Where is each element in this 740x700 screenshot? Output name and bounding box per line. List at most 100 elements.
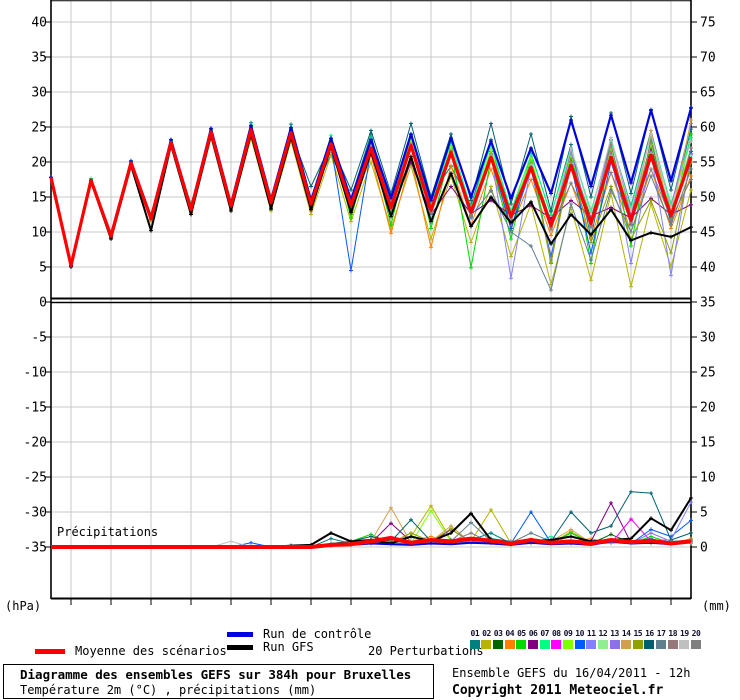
perturbation-number: 08 [551, 629, 561, 638]
right-axis-tick-label: 55 [700, 156, 716, 171]
perturbation-key-item: 12 [597, 629, 609, 649]
perturbation-color-swatch [656, 640, 667, 649]
perturbation-number: 15 [633, 629, 643, 638]
left-axis-tick-label: 30 [31, 86, 47, 101]
perturbation-key-item: 02 [481, 629, 493, 649]
perturbations-color-key: 01 02 03 04 05 06 07 08 09 10 11 12 13 14 15 16 17 18 19 20 [469, 629, 702, 649]
perturbation-color-swatch [469, 640, 480, 649]
perturbation-number: 05 [517, 629, 526, 638]
perturbation-number: 06 [528, 629, 538, 638]
ensemble-plot-svg: 4035302520151050-5-10-15-20-25-30-357570… [24, 0, 716, 605]
right-axis-tick-label: 0 [700, 541, 708, 556]
perturbation-color-swatch [597, 640, 608, 649]
perturbation-key-item: 04 [504, 629, 516, 649]
perturbation-number: 10 [575, 629, 584, 638]
perturbation-key-item: 11 [585, 629, 597, 649]
left-axis-tick-label: 40 [31, 16, 47, 31]
control-legend-label: Run de contrôle [263, 627, 372, 641]
perturbation-color-swatch [679, 640, 690, 649]
mean-legend-label: Moyenne des scénarios [75, 644, 227, 658]
right-axis-tick-label: 5 [700, 506, 708, 521]
perturbation-number: 11 [586, 629, 596, 638]
perturbation-color-swatch [632, 640, 643, 649]
perturbation-color-swatch [539, 640, 550, 649]
perturbation-number: 13 [610, 629, 619, 638]
left-axis-tick-label: 10 [31, 226, 47, 241]
perturbation-color-swatch [528, 640, 539, 649]
perturbation-key-item: 08 [550, 629, 562, 649]
perturbation-key-item: 10 [574, 629, 586, 649]
perturbation-key-item: 16 [644, 629, 656, 649]
perturbation-key-item: 01 [469, 629, 481, 649]
perturbation-number: 07 [540, 629, 549, 638]
right-axis-tick-label: 50 [700, 191, 716, 206]
perturbation-color-swatch [481, 640, 492, 649]
right-axis-tick-label: 45 [700, 226, 716, 241]
perturbation-color-swatch [667, 640, 678, 649]
perturbation-number: 14 [621, 629, 631, 638]
right-axis-tick-label: 65 [700, 86, 716, 101]
perturbation-number: 03 [493, 629, 503, 638]
left-axis-unit-label: (hPa) [5, 599, 42, 613]
perturbation-key-item: 15 [632, 629, 644, 649]
perturbation-color-swatch [562, 640, 573, 649]
left-axis-tick-label: 25 [31, 121, 47, 136]
perturbation-number: 17 [656, 629, 666, 638]
perturbation-number: 02 [482, 629, 491, 638]
mean-precipitation-line [51, 535, 692, 549]
right-axis-tick-label: 30 [700, 331, 716, 346]
perturbation-key-item: 13 [609, 629, 621, 649]
left-axis-tick-label: -10 [24, 366, 47, 381]
right-axis-tick-label: 25 [700, 366, 716, 381]
perturbation-color-swatch [516, 640, 527, 649]
right-axis-tick-label: 60 [700, 121, 716, 136]
perturbation-key-item: 05 [516, 629, 528, 649]
left-axis-tick-label: 15 [31, 191, 47, 206]
right-axis-tick-label: 75 [700, 16, 716, 31]
gfs-legend-swatch [227, 645, 253, 650]
right-axis-tick-label: 40 [700, 261, 716, 276]
perturbation-key-item: 14 [620, 629, 632, 649]
left-axis-tick-label: -25 [24, 471, 47, 486]
perturbation-number: 04 [505, 629, 515, 638]
perturbation-key-item: 03 [492, 629, 504, 649]
left-axis-tick-label: 35 [31, 51, 47, 66]
right-axis-tick-label: 70 [700, 51, 716, 66]
right-axis-tick-label: 20 [700, 401, 716, 416]
right-axis-tick-label: 15 [700, 436, 716, 451]
chart-title-box: Diagramme des ensembles GEFS sur 384h po… [3, 664, 434, 699]
control-legend-swatch [227, 632, 253, 637]
right-axis-tick-label: 10 [700, 471, 716, 486]
perturbation-color-swatch [690, 640, 701, 649]
perturbation-color-swatch [586, 640, 597, 649]
copyright-label: Copyright 2011 Meteociel.fr [452, 683, 664, 698]
perturbation-16-temperature-line-markers [49, 105, 693, 268]
perturbation-key-item: 07 [539, 629, 551, 649]
perturbation-key-item: 17 [655, 629, 667, 649]
perturbation-number: 20 [691, 629, 701, 638]
left-axis-tick-label: 20 [31, 156, 47, 171]
perturbation-key-item: 09 [562, 629, 574, 649]
left-axis-tick-label: -20 [24, 436, 47, 451]
precipitation-series-label: Précipitations [57, 525, 159, 539]
left-axis-tick-label: -35 [24, 541, 47, 556]
perturbation-key-item: 20 [690, 629, 702, 649]
right-axis-tick-label: 35 [700, 296, 716, 311]
mean-legend-swatch [35, 649, 65, 654]
perturbation-color-swatch [493, 640, 504, 649]
perturbation-color-swatch [504, 640, 515, 649]
perturbation-color-swatch [551, 640, 562, 649]
perturbation-number: 19 [680, 629, 689, 638]
chart-title: Diagramme des ensembles GEFS sur 384h po… [20, 667, 412, 682]
perturbation-number: 09 [563, 629, 573, 638]
perturbation-color-swatch [609, 640, 620, 649]
perturbation-number: 18 [668, 629, 678, 638]
perturbation-number: 12 [598, 629, 608, 638]
left-axis-tick-label: 0 [39, 296, 47, 311]
left-axis-tick-label: 5 [39, 261, 47, 276]
chart-subtitle: Température 2m (°C) , précipitations (mm… [20, 683, 317, 697]
perturbation-number: 16 [645, 629, 654, 638]
perturbation-key-item: 19 [679, 629, 691, 649]
run-info-label: Ensemble GEFS du 16/04/2011 - 12h [452, 666, 691, 680]
mean-temperature-line [49, 128, 693, 268]
